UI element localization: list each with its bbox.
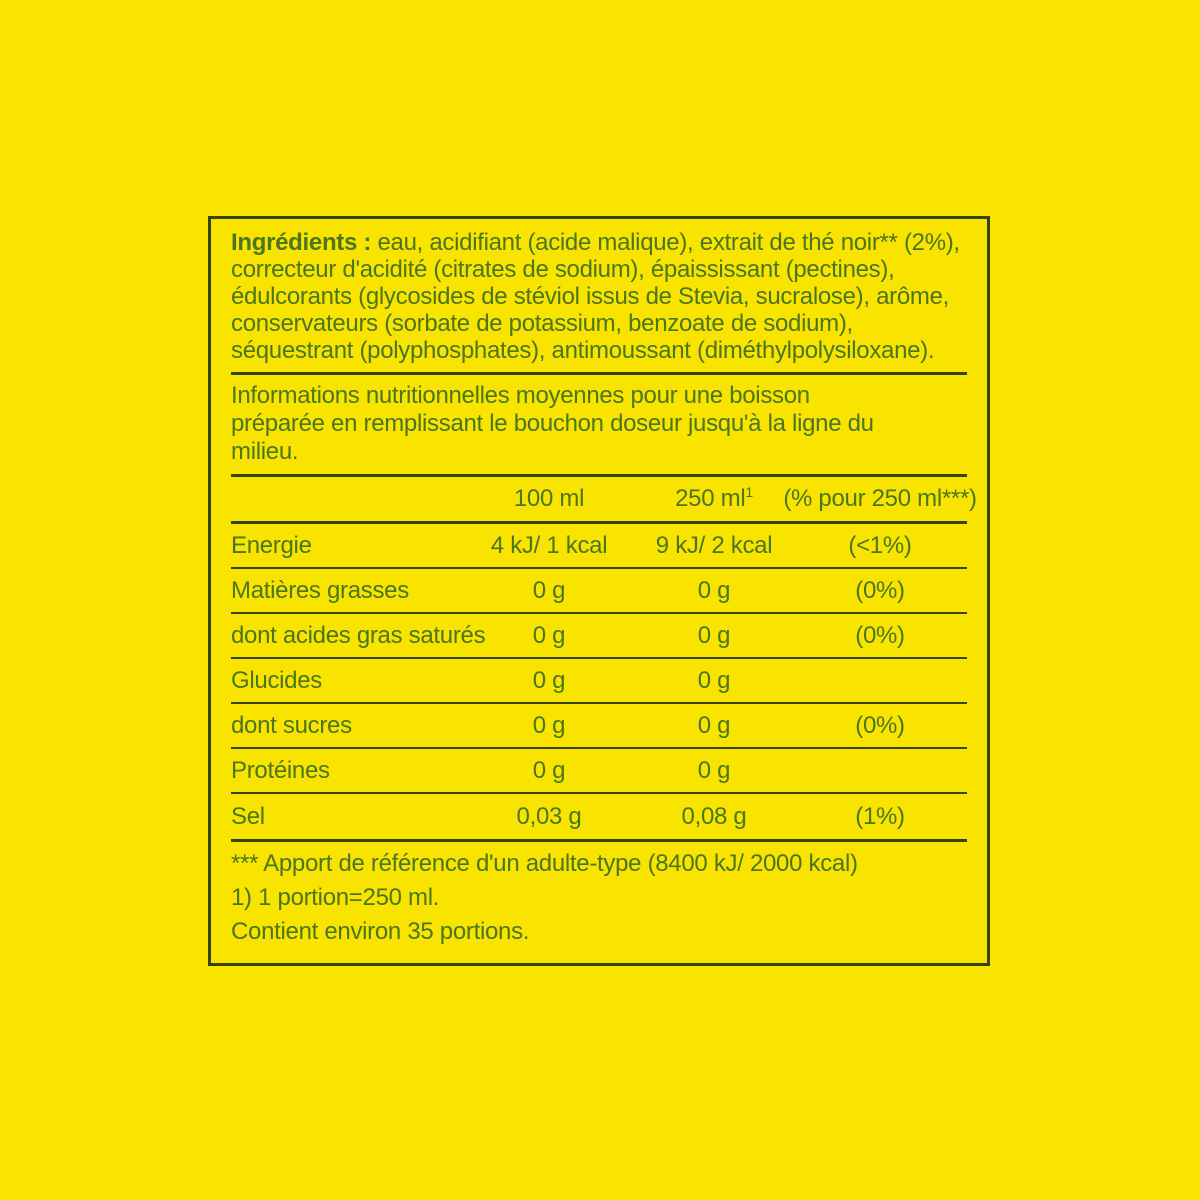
table-row-sel: Sel 0,03 g 0,08 g (1%)	[231, 794, 967, 839]
row-label: Sel	[231, 802, 265, 830]
nutrition-intro-text: Informations nutritionnelles moyennes po…	[231, 382, 874, 465]
value-100ml: 0 g	[532, 621, 566, 649]
value-250ml: 9 kJ/ 2 kcal	[655, 531, 773, 559]
table-row-sucres: dont sucres 0 g 0 g (0%)	[231, 704, 967, 749]
footnote-portion-size: 1) 1 portion=250 ml.	[231, 884, 440, 911]
value-100ml: 0 g	[532, 576, 566, 604]
row-label: Energie	[231, 531, 312, 559]
row-label: Glucides	[231, 666, 322, 694]
table-row-energie: Energie 4 kJ/ 1 kcal 9 kJ/ 2 kcal (<1%)	[231, 524, 967, 569]
row-label: Protéines	[231, 756, 330, 784]
value-100ml: 0 g	[532, 711, 566, 739]
ingredients-text: eau, acidifiant (acide malique), extrait…	[231, 229, 960, 364]
value-100ml: 4 kJ/ 1 kcal	[490, 531, 608, 559]
footnote-ref-superscript: 1	[745, 484, 753, 500]
value-percent: (0%)	[855, 711, 905, 739]
value-percent: (0%)	[855, 621, 905, 649]
value-250ml: 0 g	[697, 711, 731, 739]
table-row-glucides: Glucides 0 g 0 g	[231, 659, 967, 704]
value-250ml: 0 g	[697, 576, 731, 604]
ingredients-paragraph: Ingrédients : eau, acidifiant (acide mal…	[231, 229, 967, 364]
footnote-reference-intake: *** Apport de référence d'un adulte-type…	[231, 850, 858, 877]
footnote-portion-count: Contient environ 35 portions.	[231, 918, 530, 945]
value-100ml: 0 g	[532, 666, 566, 694]
column-header-250ml: 250 ml1	[675, 484, 753, 512]
table-row-matieres-grasses: Matières grasses 0 g 0 g (0%)	[231, 569, 967, 614]
value-250ml: 0,08 g	[681, 802, 747, 830]
table-row-proteines: Protéines 0 g 0 g	[231, 749, 967, 794]
value-percent: (1%)	[855, 802, 905, 830]
table-row-acides-gras-satures: dont acides gras saturés 0 g 0 g (0%)	[231, 614, 967, 659]
table-header-row: 100 ml 250 ml1 (% pour 250 ml***)	[231, 477, 977, 521]
value-100ml: 0 g	[532, 756, 566, 784]
row-label: Matières grasses	[231, 576, 409, 604]
value-100ml: 0,03 g	[516, 802, 582, 830]
column-header-percent: (% pour 250 ml***)	[783, 485, 977, 512]
column-header-100ml: 100 ml	[513, 485, 585, 512]
value-250ml: 0 g	[697, 666, 731, 694]
section-divider	[231, 521, 967, 524]
section-divider	[231, 474, 967, 477]
value-250ml: 0 g	[697, 756, 731, 784]
row-label: dont sucres	[231, 711, 352, 739]
footnotes-section: *** Apport de référence d'un adulte-type…	[231, 849, 967, 947]
value-percent: (<1%)	[848, 531, 912, 559]
section-divider	[231, 839, 967, 842]
ingredients-title: Ingrédients :	[231, 229, 372, 256]
value-percent: (0%)	[855, 576, 905, 604]
row-label: dont acides gras saturés	[231, 621, 486, 649]
section-divider	[231, 372, 967, 375]
nutrition-label-box: Ingrédients : eau, acidifiant (acide mal…	[208, 216, 990, 966]
value-250ml: 0 g	[697, 621, 731, 649]
